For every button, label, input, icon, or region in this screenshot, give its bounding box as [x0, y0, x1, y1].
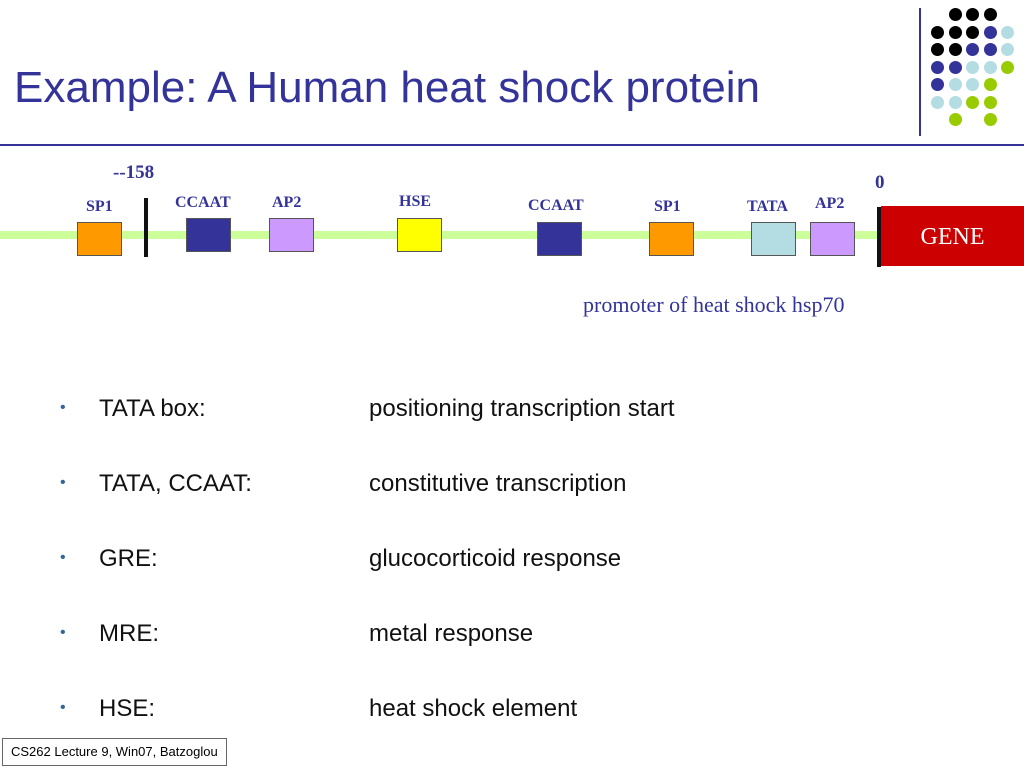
site-box-ccaat [186, 218, 231, 252]
element-description: metal response [369, 620, 534, 647]
element-term: GRE: [99, 545, 158, 572]
decorative-dot [983, 8, 997, 21]
decorative-dot [931, 43, 944, 56]
decorative-dot [948, 25, 962, 39]
decorative-dot [1001, 25, 1014, 39]
gene-box: GENE [881, 206, 1024, 266]
decorative-dot [983, 95, 997, 109]
position-marker-label: --158 [113, 162, 155, 183]
site-box-tata [751, 222, 796, 256]
decorative-dot [948, 78, 962, 91]
element-description: heat shock element [369, 695, 578, 722]
decorative-dot [966, 60, 979, 74]
title-rule [0, 144, 1024, 146]
decorative-dot [966, 95, 979, 109]
element-term: TATA, CCAAT: [99, 470, 252, 497]
decorative-dot [931, 60, 944, 74]
diagram-caption: promoter of heat shock hsp70 [583, 292, 845, 317]
site-label-ap2: AP2 [272, 194, 302, 211]
decorative-dot [948, 60, 962, 74]
site-label-ap2-2: AP2 [815, 195, 845, 212]
site-label-sp1-2: SP1 [654, 198, 681, 215]
bullet-icon: • [60, 699, 66, 716]
bullet-icon: • [60, 474, 66, 491]
decorative-dot [983, 43, 997, 56]
site-box-sp1 [77, 222, 122, 256]
decorative-dot [1001, 43, 1014, 56]
decorative-vertical-bar [919, 8, 921, 136]
decorative-dot [983, 113, 997, 126]
slide-title: Example: A Human heat shock protein [14, 63, 760, 112]
site-label-ccaat: CCAAT [175, 194, 231, 211]
zero-position-label: 0 [875, 172, 885, 193]
site-label-tata: TATA [747, 198, 788, 215]
decorative-dot [966, 25, 979, 39]
element-description: positioning transcription start [369, 395, 675, 422]
decorative-dot [966, 8, 979, 21]
bullet-icon: • [60, 624, 66, 641]
decorative-dot [983, 25, 997, 39]
gene-start-tick [877, 207, 881, 267]
decorative-dot [1001, 60, 1014, 74]
site-box-hse [397, 218, 442, 252]
decorative-dot [931, 78, 944, 91]
site-label-ccaat-2: CCAAT [528, 197, 584, 214]
decorative-dot [966, 43, 979, 56]
bullet-icon: • [60, 399, 66, 416]
decorative-dot [948, 43, 962, 56]
site-label-sp1: SP1 [86, 198, 113, 215]
site-box-ap2-2 [810, 222, 855, 256]
decorative-dot [931, 95, 944, 109]
element-description: glucocorticoid response [369, 545, 622, 572]
element-term: TATA box: [99, 395, 206, 422]
decorative-dot [983, 78, 997, 91]
decorative-dot [931, 25, 944, 39]
decorative-dot [983, 60, 997, 74]
site-label-hse: HSE [399, 193, 432, 210]
decorative-dot [948, 8, 962, 21]
element-description: constitutive transcription [369, 470, 627, 497]
slide-footer: CS262 Lecture 9, Win07, Batzoglou [2, 738, 227, 766]
position-marker-line [144, 198, 148, 257]
element-term: MRE: [99, 620, 159, 647]
site-box-sp1-2 [649, 222, 694, 256]
site-box-ap2 [269, 218, 314, 252]
decorative-dot [948, 95, 962, 109]
bullet-icon: • [60, 549, 66, 566]
decorative-dot [966, 78, 979, 91]
element-term: HSE: [99, 695, 156, 722]
site-box-ccaat-2 [537, 222, 582, 256]
decorative-dot [948, 113, 962, 126]
